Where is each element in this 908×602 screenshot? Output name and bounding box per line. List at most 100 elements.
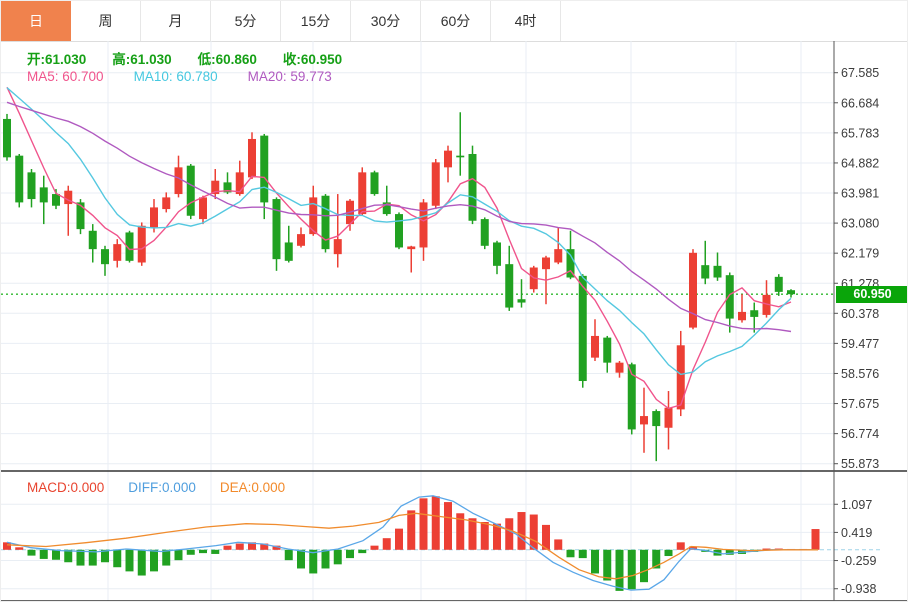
candle-body [591,335,599,358]
tick-label: -0.259 [841,554,876,568]
macd-bar [321,549,330,569]
macd-bar [260,543,269,550]
tick-label: 59.477 [841,337,879,351]
macd-bar [676,542,685,550]
macd-legend: MACD:0.000 DIFF:0.000 DEA:0.000 [27,480,309,495]
candle-body [689,252,697,328]
candle-body [76,202,85,230]
tab-4hour[interactable]: 4时 [491,1,561,41]
candle-body [787,290,795,295]
tick-label: 67.585 [841,66,879,80]
candle-body [186,165,195,216]
macd-bar [186,549,195,555]
macd-bar [125,549,134,572]
candle-body [713,265,722,278]
candle-body [333,239,342,255]
tab-60min[interactable]: 60分 [421,1,491,41]
macd-bar [113,549,122,568]
macd-bar [248,542,256,550]
candle-body [480,219,489,246]
macd-bar [223,545,232,550]
macd-bar [725,549,734,555]
macd-bar [174,549,183,561]
macd-bar [419,498,428,550]
macd-bar [309,549,318,574]
candlestick-macd-chart[interactable]: 67.585 66.684 65.783 64.882 63.981 63.080 62.1… [1,41,908,602]
tab-5min[interactable]: 5分 [211,1,281,41]
macd-bar [493,523,501,550]
macd-bar [689,546,697,550]
candle-body [627,364,636,430]
tick-label: 1.097 [841,498,872,512]
macd-bar [468,518,477,550]
candle-body [223,182,232,193]
macd-bar [603,549,612,581]
candle-body [260,135,269,203]
candle-body [615,362,624,373]
tab-month[interactable]: 月 [141,1,211,41]
macd-bar [162,549,171,566]
candle-body [272,199,281,260]
candle-body [64,190,73,205]
tick-label: 64.882 [841,156,879,170]
ma10-value: MA10: 60.780 [133,69,218,84]
tick-label: 60.378 [841,307,879,321]
ma-legend: MA5: 60.700 MA10: 60.780 MA20: 59.773 [27,69,362,84]
tab-day[interactable]: 日 [1,1,71,41]
candle-body [750,310,759,317]
candle-body [284,242,293,261]
candle-body [174,167,183,195]
open-value: 开:61.030 [27,52,87,67]
candle-body [517,299,526,303]
macd-bar [431,496,440,550]
candle-body [297,234,305,246]
macd-bar [15,547,24,550]
candle-body [676,345,685,410]
tick-label: 62.179 [841,247,879,261]
ma20-line [6,101,792,333]
macd-bar [456,513,465,550]
macd-bar [52,549,60,560]
candle-body [701,265,710,279]
tab-30min[interactable]: 30分 [351,1,421,41]
dea-value: DEA:0.000 [219,480,286,495]
candle-body [493,242,501,266]
macd-bar [591,549,599,574]
diff-line [6,495,818,591]
macd-bar [664,549,673,557]
current-price-badge: 60.950 [836,286,907,303]
dea-line [6,512,818,580]
candle-body [444,150,452,168]
macd-bar [64,549,73,563]
candle-body [370,172,379,195]
candle-body [235,172,244,195]
macd-bar [27,549,36,556]
candle-body [309,197,318,235]
candle-body [762,294,771,315]
candle-body [199,197,207,220]
tick-label: 65.783 [841,126,879,140]
macd-bar [627,549,636,590]
candle-body [738,311,746,321]
macd-bar [407,510,416,550]
macd-bar [150,549,158,572]
macd-bar [76,549,85,566]
candle-body [774,276,783,292]
candle-body [52,194,60,206]
tab-week[interactable]: 周 [71,1,141,41]
candle-body [456,155,465,158]
macd-bar [395,528,403,550]
diff-value: DIFF:0.000 [128,480,196,495]
macd-bar [566,549,575,558]
tab-15min[interactable]: 15分 [281,1,351,41]
candle-body [664,407,673,428]
macd-bar [640,549,648,583]
candle-body [640,416,648,425]
macd-bar [480,521,489,550]
candle-body [88,230,97,250]
macd-bar [554,539,563,550]
high-value: 高:61.030 [112,52,172,67]
macd-bar [382,538,391,550]
candle-body [248,138,256,178]
